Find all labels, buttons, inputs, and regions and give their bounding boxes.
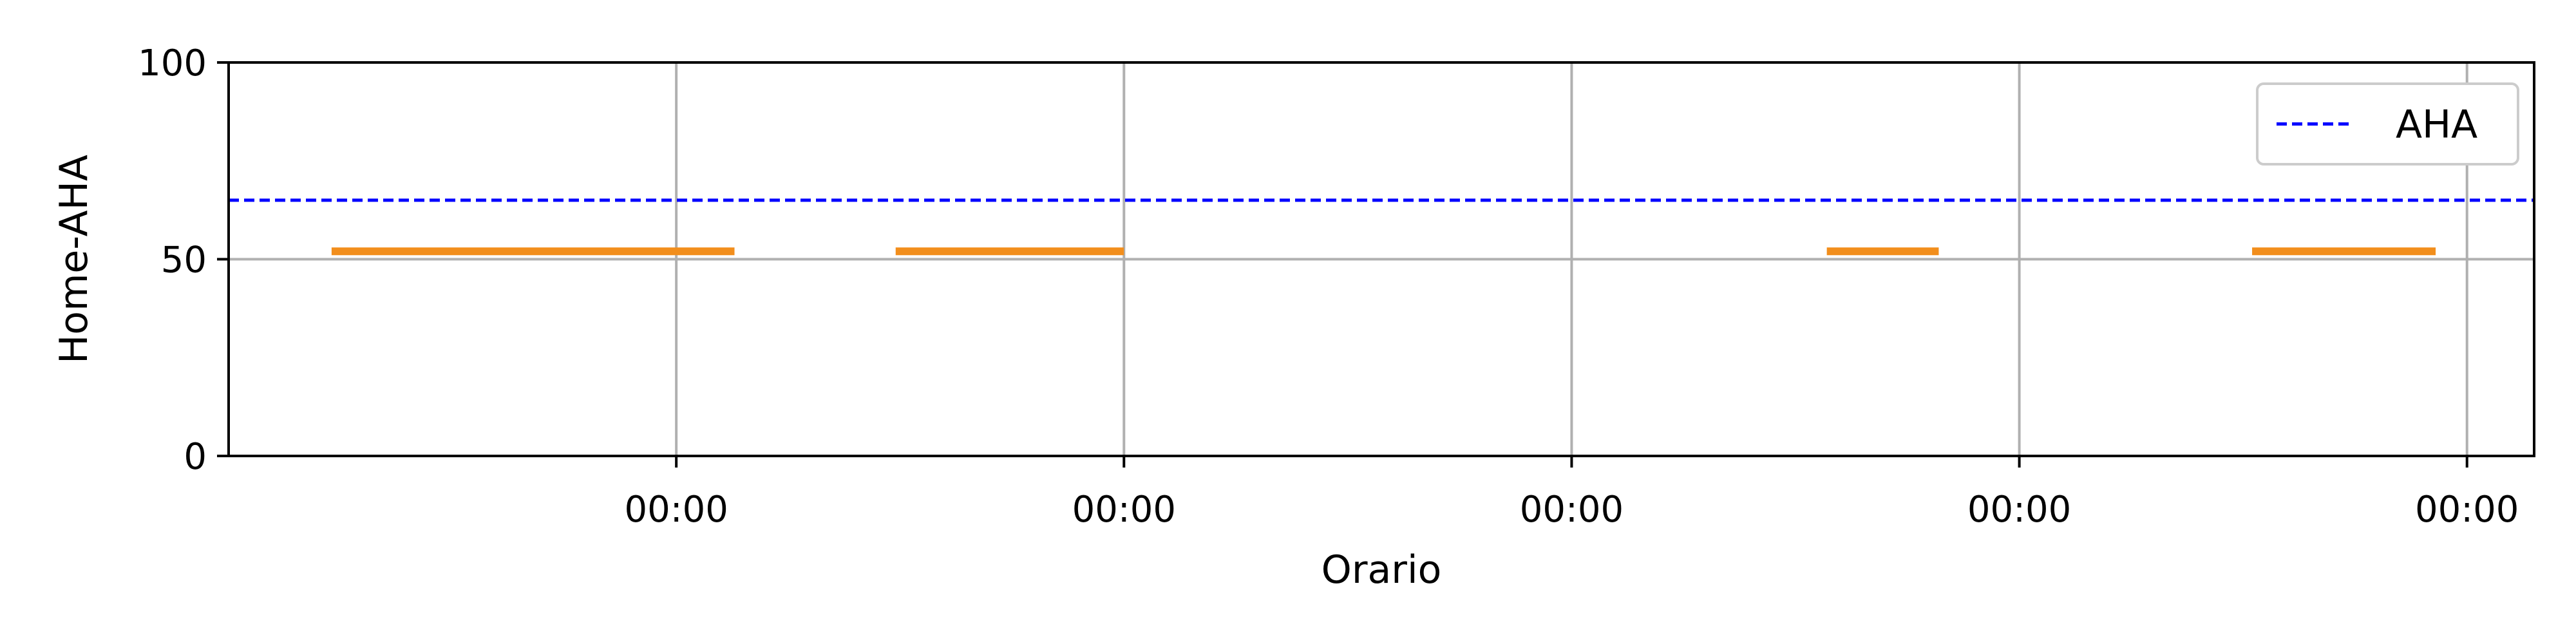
legend-aha-label: AHA [2396, 102, 2477, 147]
ticks: 00:00 00:00 00:00 00:00 00:00 0 50 100 [138, 43, 2519, 531]
x-axis-label: Orario [1321, 547, 1442, 592]
x-tick-label: 00:00 [2415, 489, 2519, 531]
x-tick-label: 00:00 [1967, 489, 2071, 531]
data-layer [229, 198, 2534, 256]
x-tick-label: 00:00 [1072, 489, 1176, 531]
legend-box [2256, 82, 2519, 166]
y-tick-label: 100 [138, 43, 207, 84]
y-axis-label: Home-AHA [52, 155, 97, 364]
x-tick-label: 00:00 [624, 489, 728, 531]
legend: AHA [2256, 82, 2519, 166]
y-tick-label: 0 [184, 436, 207, 478]
x-tick-label: 00:00 [1520, 489, 1624, 531]
y-tick-label: 50 [161, 240, 207, 281]
